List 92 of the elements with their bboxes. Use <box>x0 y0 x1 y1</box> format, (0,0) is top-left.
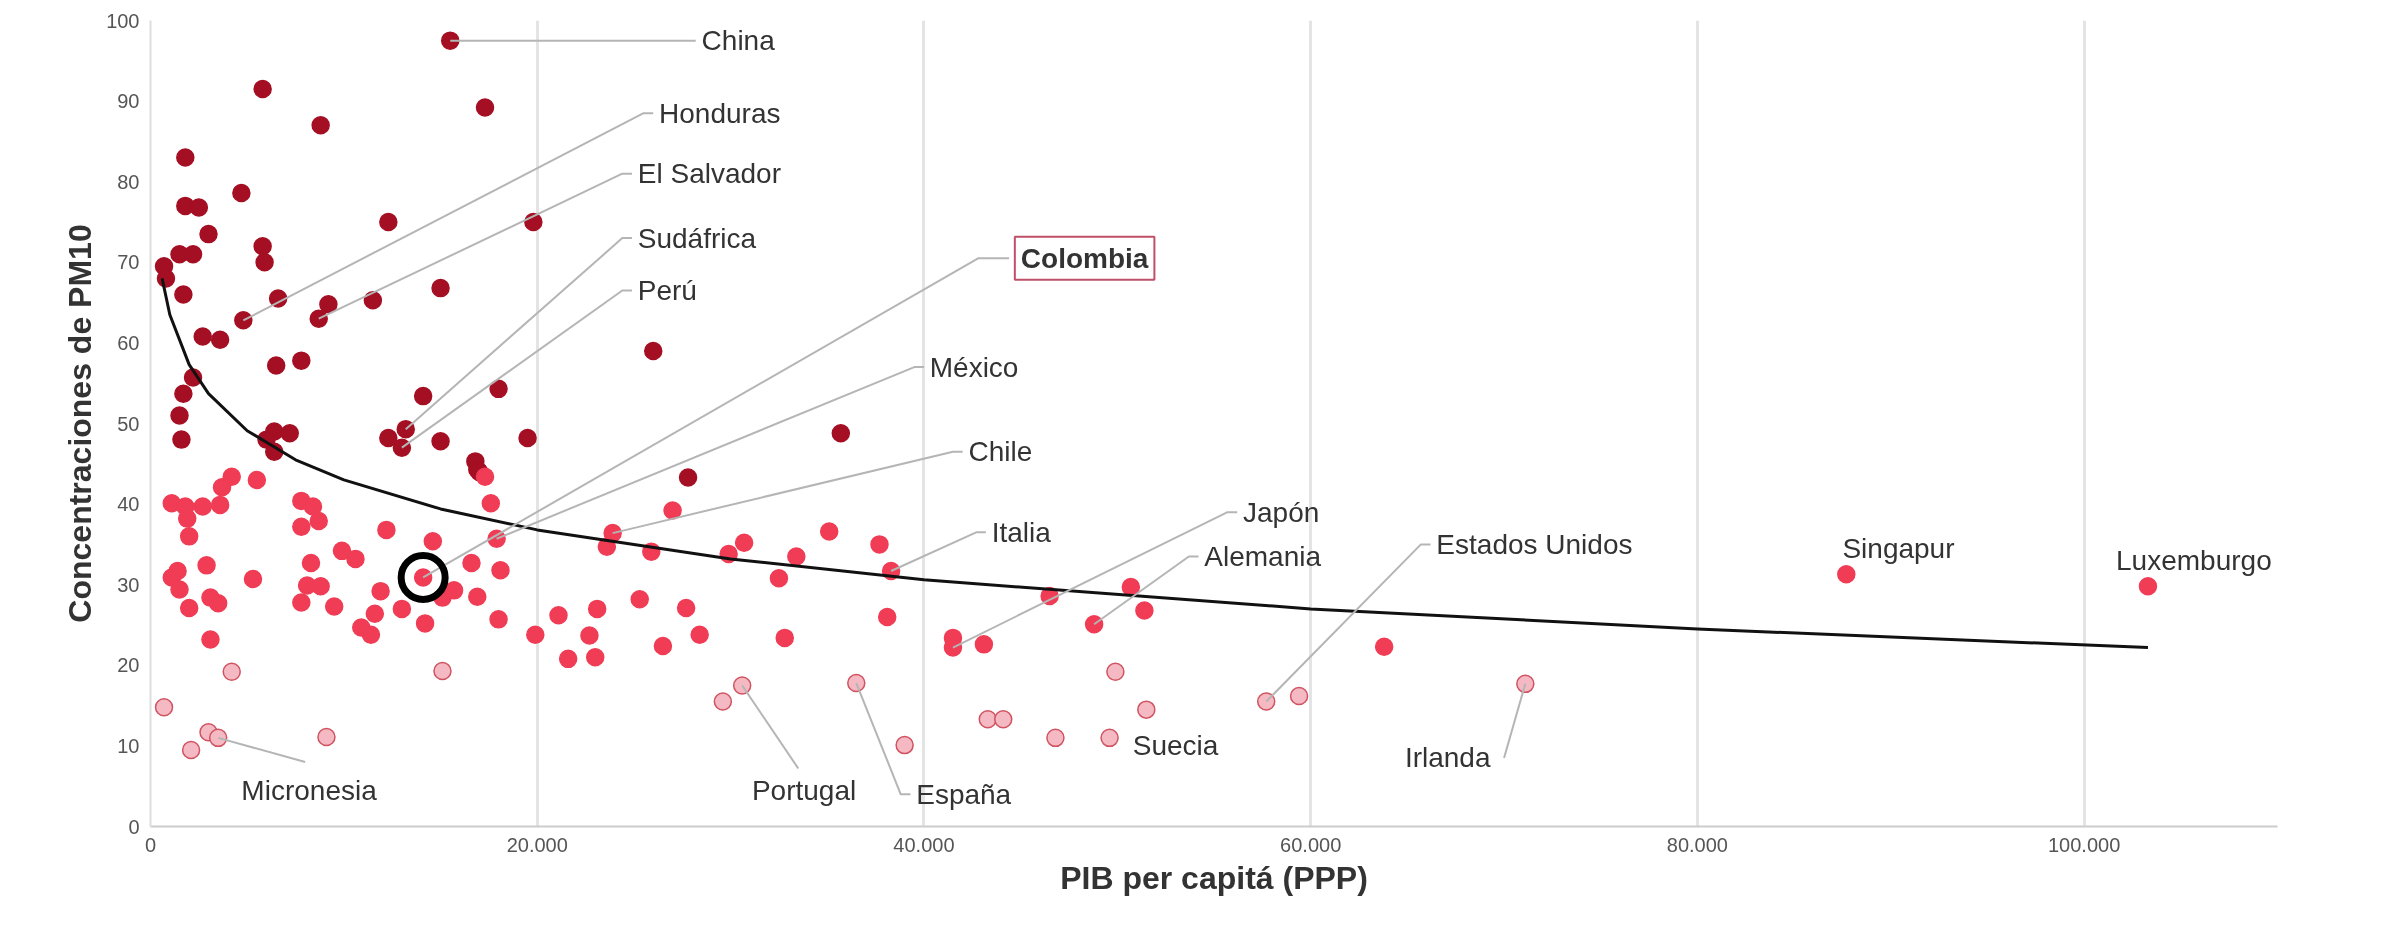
point <box>174 285 193 304</box>
point <box>732 676 752 695</box>
y-tick-label: 100 <box>106 9 140 32</box>
point <box>311 116 330 135</box>
point <box>831 423 851 443</box>
annotation: Luxemburgo <box>2116 545 2272 577</box>
y-tick-label: 90 <box>117 90 140 113</box>
point <box>189 198 209 217</box>
point <box>255 253 274 272</box>
point <box>1106 662 1125 681</box>
point <box>895 735 914 755</box>
point <box>978 710 998 729</box>
x-tick-label: 20.000 <box>506 833 568 856</box>
point <box>292 351 311 370</box>
point <box>396 419 415 439</box>
annotation: China <box>701 25 776 57</box>
point <box>319 294 338 314</box>
point <box>210 330 230 349</box>
point <box>392 438 412 457</box>
y-tick-label: 50 <box>117 412 140 435</box>
point <box>208 728 228 748</box>
point <box>234 311 253 330</box>
point <box>847 673 866 693</box>
annotation: El Salvador <box>637 158 781 190</box>
annotation: Honduras <box>659 97 781 129</box>
point <box>713 692 733 711</box>
point <box>193 327 212 346</box>
point <box>1256 692 1276 711</box>
point <box>1100 728 1119 748</box>
point <box>232 183 251 203</box>
point <box>222 662 241 681</box>
point <box>309 309 328 328</box>
annotation: Perú <box>637 275 697 307</box>
annotation: Chile <box>968 436 1033 468</box>
point <box>993 710 1013 729</box>
annotation: Japón <box>1243 496 1320 528</box>
point <box>317 727 336 747</box>
x-tick-label: 80.000 <box>1666 833 1728 856</box>
point <box>170 406 189 425</box>
point <box>253 79 272 99</box>
y-axis-title: Concentraciones de PM10 <box>62 224 99 623</box>
annotation: España <box>916 778 1012 810</box>
annotation: Alemania <box>1204 540 1322 572</box>
point <box>475 98 495 117</box>
annotation: Irlanda <box>1404 742 1491 774</box>
y-tick-label: 30 <box>117 573 140 596</box>
point <box>253 236 272 256</box>
point <box>379 212 398 232</box>
y-tick-label: 40 <box>117 493 140 516</box>
annotation: Portugal <box>751 774 857 806</box>
point <box>183 245 203 264</box>
y-tick-label: 60 <box>117 331 140 354</box>
x-tick-label: 0 <box>144 833 157 856</box>
point <box>379 428 398 448</box>
point <box>174 384 193 403</box>
y-tick-label: 0 <box>128 815 140 838</box>
annotation: Colombia <box>1020 242 1149 274</box>
point <box>1137 700 1156 719</box>
point <box>518 428 537 448</box>
point <box>154 697 174 717</box>
point <box>433 661 452 681</box>
point <box>413 386 433 406</box>
annotation: Micronesia <box>241 774 378 806</box>
x-tick-label: 60.000 <box>1280 833 1342 856</box>
point <box>181 740 201 760</box>
point <box>1046 728 1065 748</box>
annotation: Sudáfrica <box>637 222 757 254</box>
x-axis-title: PIB per capitá (PPP) <box>1060 859 1368 896</box>
point <box>176 148 195 167</box>
x-tick-label: 40.000 <box>893 833 955 856</box>
point <box>431 432 450 451</box>
annotation: México <box>929 351 1019 383</box>
x-tick-label: 100.000 <box>2047 833 2121 856</box>
point <box>644 341 663 361</box>
point <box>266 356 286 375</box>
point <box>431 278 450 298</box>
y-tick-label: 10 <box>117 734 140 757</box>
annotation: Singapur <box>1842 532 1955 564</box>
point <box>489 379 508 399</box>
annotation: Suecia <box>1132 730 1219 762</box>
point <box>1516 674 1535 694</box>
point <box>440 31 460 50</box>
y-tick-label: 70 <box>117 251 140 274</box>
point <box>172 430 191 449</box>
point <box>280 423 299 443</box>
point <box>199 224 218 244</box>
annotation: Estados Unidos <box>1436 528 1633 560</box>
y-tick-label: 20 <box>117 654 140 677</box>
annotation: Italia <box>991 516 1052 548</box>
point <box>678 468 698 487</box>
y-tick-label: 80 <box>117 170 140 193</box>
point <box>1289 686 1309 706</box>
